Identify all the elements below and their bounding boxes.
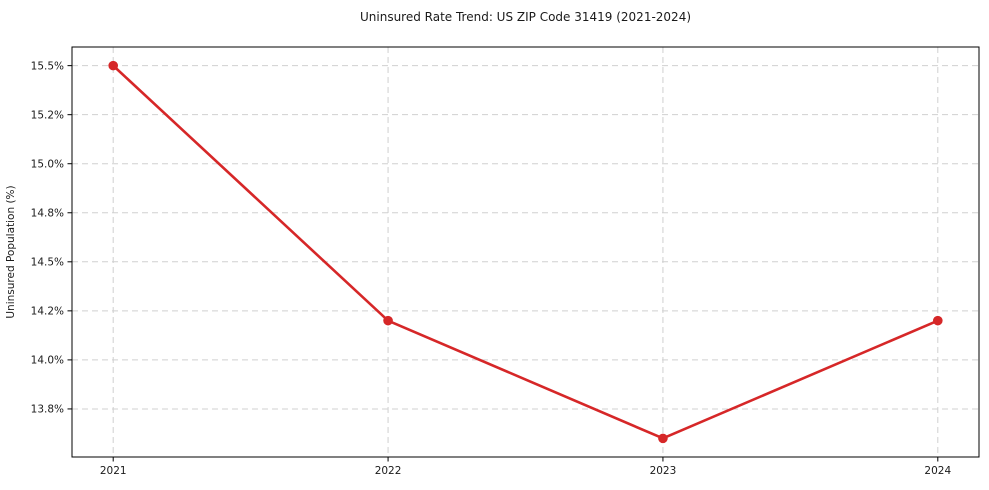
y-tick-label: 15.5% — [31, 60, 64, 72]
chart-title: Uninsured Rate Trend: US ZIP Code 31419 … — [360, 10, 691, 24]
plot-area: 15.5% 15.2% 15.0% 14.8% 14.5% 14.2% 14.0% 13.8%… — [31, 46, 980, 477]
data-point — [383, 315, 393, 326]
y-tick-label: 14.8% — [31, 207, 64, 219]
y-tick-label: 15.2% — [31, 109, 64, 121]
y-tick-label: 14.2% — [31, 306, 64, 318]
y-tick-label: 15.0% — [31, 158, 64, 170]
y-tick-label: 14.5% — [31, 257, 64, 269]
x-tick-label: 2022 — [375, 465, 402, 477]
data-point — [933, 315, 943, 326]
data-point — [108, 60, 118, 71]
x-tick-label: 2021 — [100, 465, 127, 477]
y-axis-label: Uninsured Population (%) — [5, 185, 17, 318]
data-point — [658, 433, 668, 444]
y-tick-label: 13.8% — [31, 404, 64, 416]
x-tick-label: 2024 — [924, 465, 951, 477]
trend-line — [112, 64, 939, 440]
plot-frame — [71, 46, 980, 458]
x-tick-label: 2023 — [650, 465, 677, 477]
y-tick-label: 14.0% — [31, 355, 64, 367]
